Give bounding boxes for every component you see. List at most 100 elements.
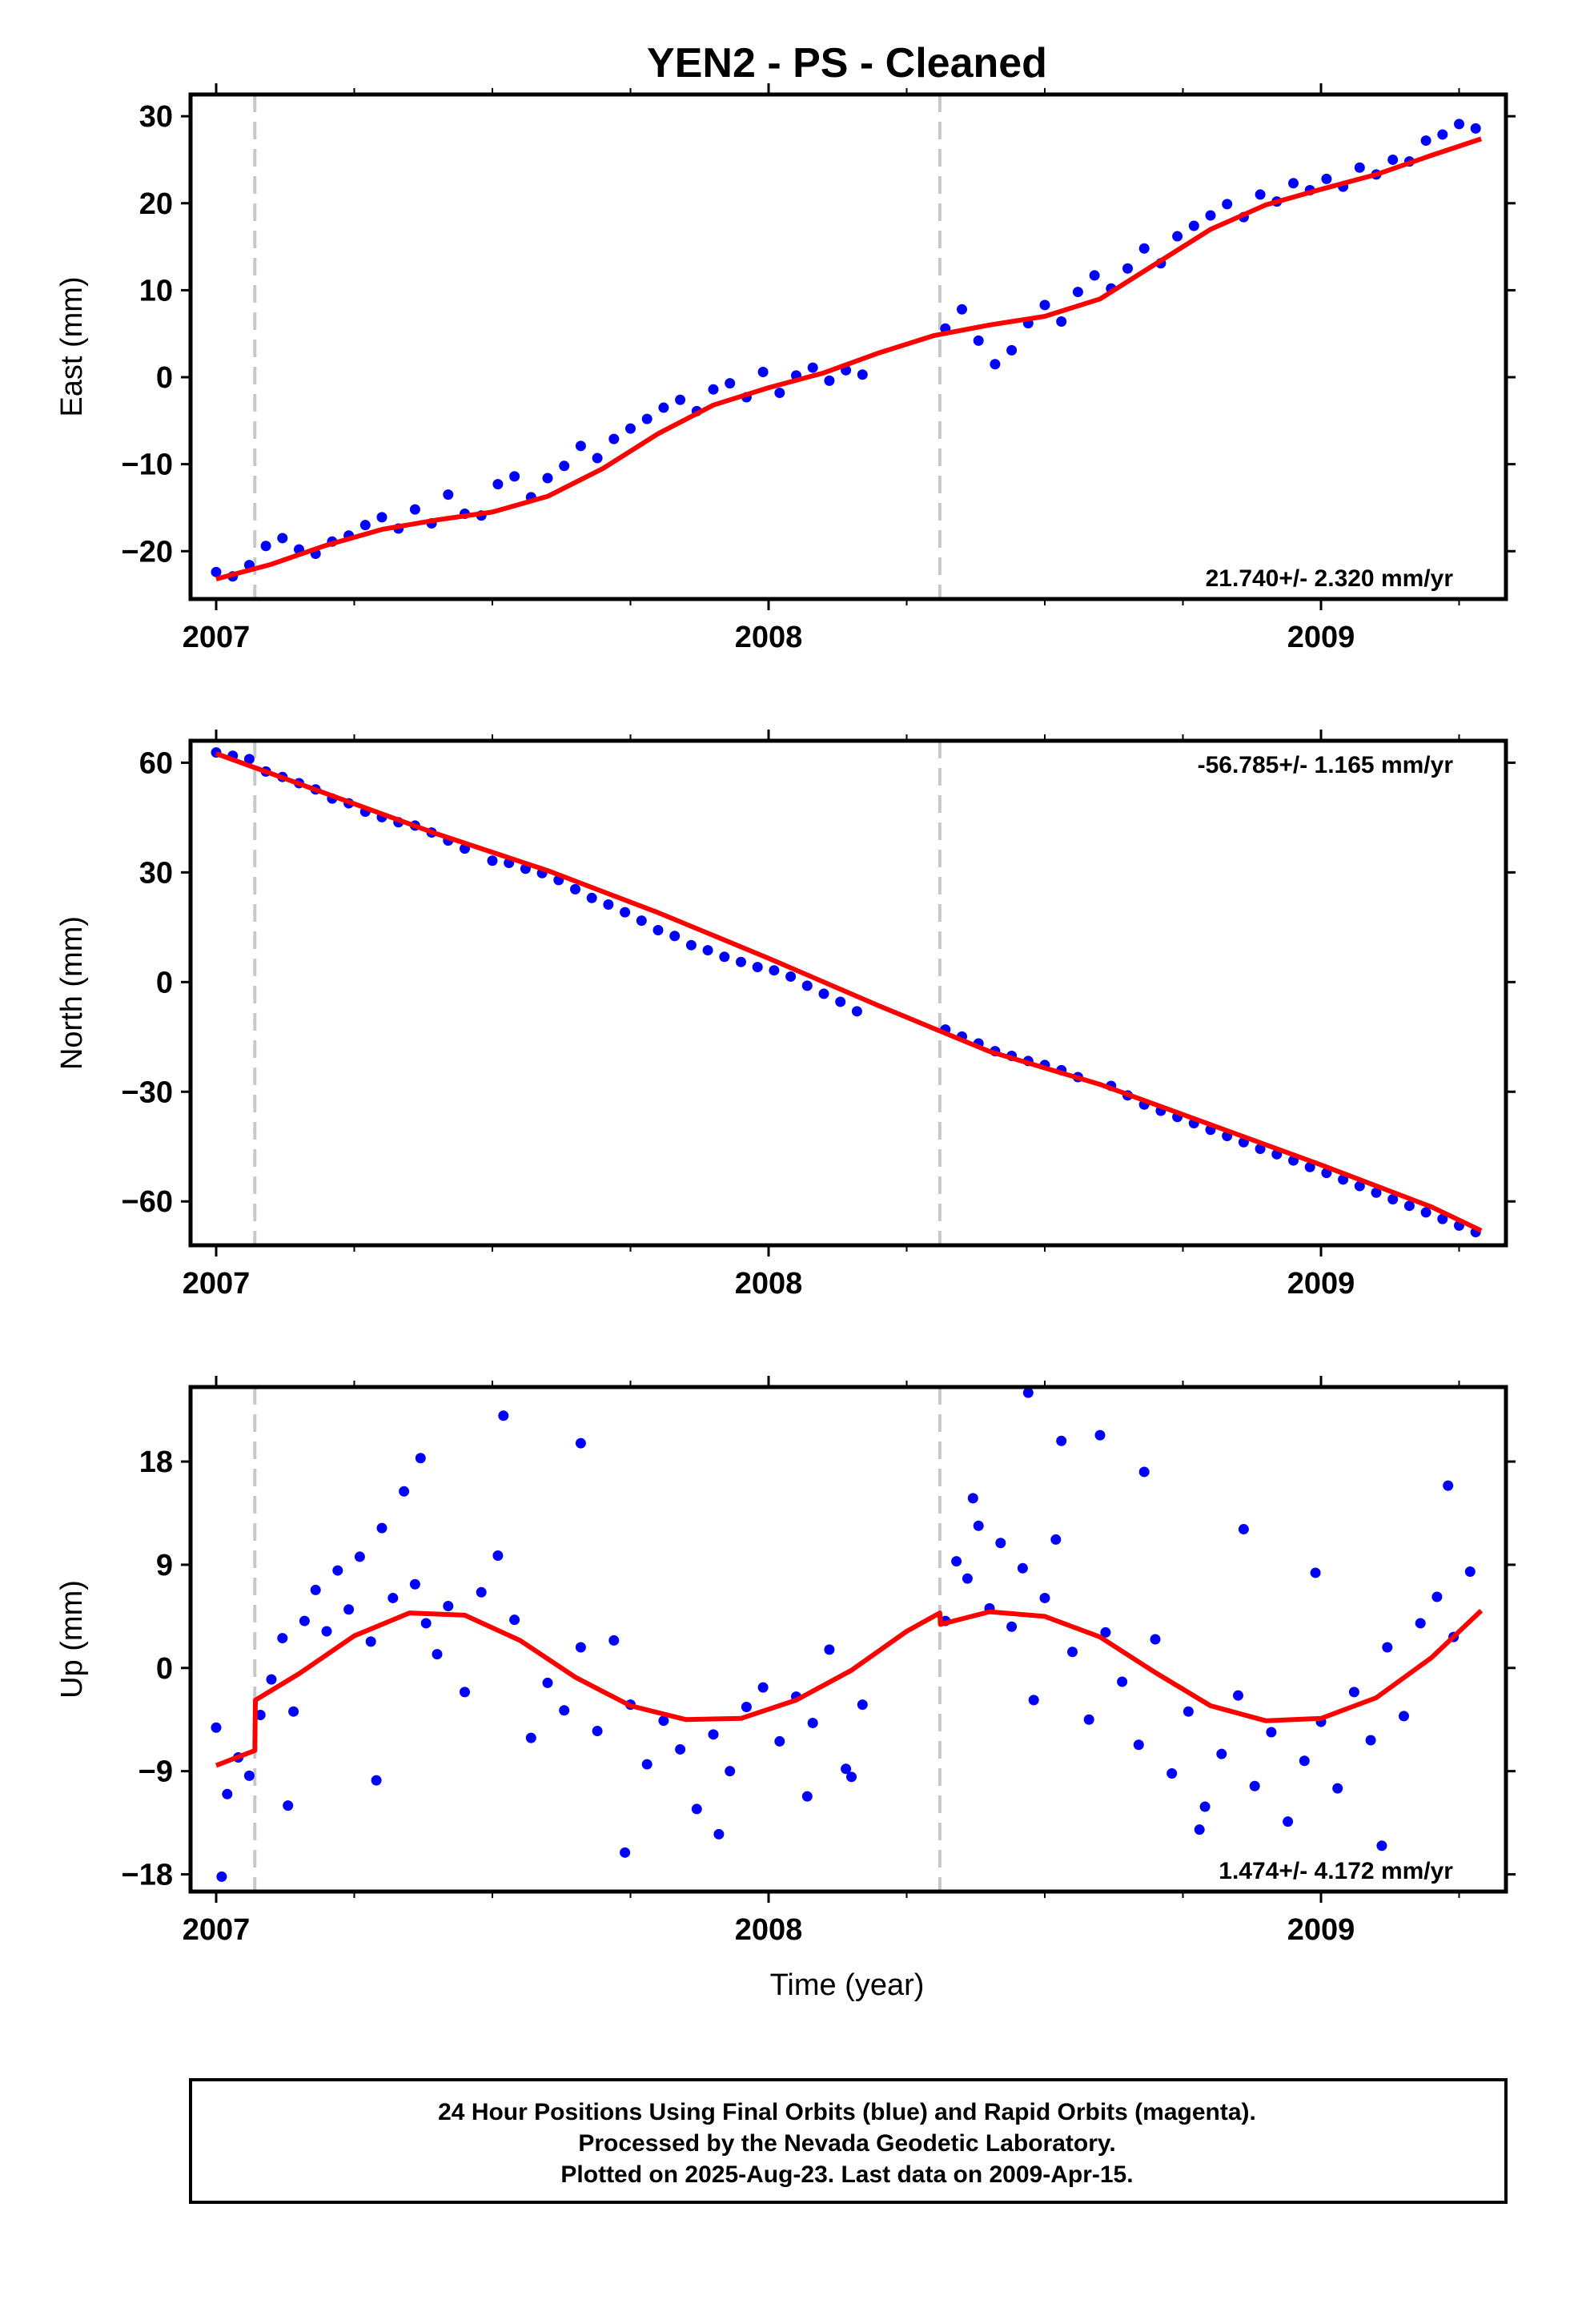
up-data-point bbox=[476, 1586, 487, 1598]
east-data-point bbox=[1122, 263, 1133, 274]
up-ytick-label: −18 bbox=[122, 1859, 173, 1892]
up-data-point bbox=[575, 1437, 586, 1449]
up-data-point bbox=[741, 1701, 752, 1712]
east-data-point bbox=[725, 378, 736, 389]
up-data-point bbox=[542, 1677, 553, 1688]
east-rate-label: 21.740+/- 2.320 mm/yr bbox=[1206, 565, 1454, 592]
east-data-point bbox=[857, 369, 868, 380]
north-data-point bbox=[736, 956, 746, 967]
up-data-point bbox=[846, 1771, 857, 1783]
up-data-point bbox=[415, 1453, 426, 1464]
up-data-point bbox=[1332, 1783, 1343, 1794]
east-data-point bbox=[211, 566, 222, 577]
up-data-point bbox=[1138, 1466, 1150, 1478]
up-data-point bbox=[432, 1649, 443, 1660]
north-data-point bbox=[636, 915, 647, 927]
east-data-point bbox=[1321, 173, 1332, 184]
up-data-point bbox=[1117, 1676, 1128, 1687]
up-data-point bbox=[962, 1573, 973, 1584]
up-data-point bbox=[1266, 1727, 1277, 1738]
up-ytick-label: −9 bbox=[139, 1755, 173, 1789]
north-ytick-label: 60 bbox=[139, 746, 173, 780]
up-data-point bbox=[1133, 1739, 1144, 1751]
up-data-point bbox=[321, 1626, 332, 1637]
north-model-curve bbox=[215, 751, 1483, 1233]
up-data-point bbox=[492, 1550, 504, 1561]
up-data-point bbox=[376, 1522, 387, 1534]
north-ytick-label: 30 bbox=[139, 856, 173, 890]
up-data-point bbox=[1182, 1706, 1194, 1717]
up-data-point bbox=[310, 1584, 321, 1595]
up-data-point bbox=[443, 1600, 454, 1611]
east-data-point bbox=[774, 388, 785, 399]
north-data-point bbox=[1403, 1200, 1415, 1212]
east-data-point bbox=[1056, 316, 1067, 327]
up-ylabel: Up (mm) bbox=[55, 1580, 89, 1699]
east-ylabel: East (mm) bbox=[55, 276, 89, 416]
up-ytick-label: 9 bbox=[156, 1549, 173, 1582]
up-data-point bbox=[620, 1847, 631, 1858]
north-frame bbox=[188, 738, 1508, 1248]
up-data-point bbox=[409, 1578, 420, 1590]
up-data-point bbox=[343, 1604, 355, 1615]
up-data-point bbox=[1028, 1695, 1039, 1706]
north-ylabel: North (mm) bbox=[55, 916, 89, 1070]
east-data-point bbox=[542, 472, 553, 484]
up-data-point bbox=[1100, 1626, 1111, 1638]
footer-box bbox=[189, 2078, 1508, 2204]
east-data-point bbox=[1188, 220, 1199, 231]
up-data-point bbox=[387, 1592, 399, 1603]
up-data-point bbox=[525, 1732, 536, 1743]
east-data-point bbox=[658, 402, 669, 413]
east-ytick-label: −20 bbox=[122, 535, 173, 569]
up-data-point bbox=[1310, 1567, 1321, 1578]
north-data-point bbox=[487, 855, 498, 866]
up-data-point bbox=[288, 1706, 299, 1717]
east-model-curve bbox=[215, 136, 1483, 581]
up-data-point bbox=[1283, 1816, 1294, 1827]
east-data-point bbox=[592, 452, 603, 464]
east-ytick-label: −10 bbox=[122, 448, 173, 482]
north-data-point bbox=[1354, 1180, 1365, 1192]
up-rate-label: 1.474+/- 4.172 mm/yr bbox=[1219, 1858, 1453, 1884]
north-data-point bbox=[685, 939, 697, 951]
north-data-point bbox=[769, 965, 780, 976]
east-data-point bbox=[641, 413, 652, 424]
up-data-point bbox=[841, 1763, 852, 1775]
up-data-point bbox=[399, 1486, 410, 1497]
east-data-point bbox=[1205, 210, 1216, 221]
up-data-point bbox=[255, 1710, 266, 1720]
north-data-point bbox=[243, 754, 255, 765]
east-data-point bbox=[1172, 231, 1183, 242]
up-data-point bbox=[1216, 1748, 1227, 1759]
north-data-point bbox=[669, 931, 681, 942]
east-data-point bbox=[559, 460, 570, 472]
north-data-point bbox=[1420, 1207, 1431, 1218]
north-data-point bbox=[1371, 1187, 1382, 1198]
up-data-point bbox=[1056, 1435, 1067, 1446]
up-data-point bbox=[691, 1803, 702, 1815]
up-data-point bbox=[973, 1520, 984, 1531]
north-data-point bbox=[620, 907, 631, 918]
north-data-point bbox=[851, 1006, 862, 1017]
north-data-point bbox=[652, 924, 664, 935]
east-data-point bbox=[1138, 243, 1150, 254]
up-xtick-label: 2007 bbox=[183, 1913, 251, 1947]
up-data-point bbox=[995, 1538, 1006, 1549]
east-data-point bbox=[990, 359, 1001, 370]
up-data-point bbox=[774, 1735, 785, 1747]
east-data-point bbox=[1470, 123, 1481, 134]
north-panel: −60 −30 0 30 60 2007 2008 2009 North (mm) -56.785… bbox=[55, 730, 1516, 1301]
east-xtick-label: 2007 bbox=[183, 621, 251, 654]
east-data-point bbox=[824, 375, 835, 386]
north-data-point bbox=[785, 971, 797, 982]
up-data-point bbox=[608, 1634, 620, 1646]
east-data-point bbox=[1006, 344, 1018, 356]
east-ytick-label: 20 bbox=[139, 187, 173, 221]
up-frame bbox=[188, 1385, 1508, 1894]
up-data-point bbox=[509, 1614, 520, 1626]
east-data-point bbox=[1437, 129, 1448, 140]
up-data-point bbox=[1415, 1618, 1426, 1629]
east-data-point bbox=[1420, 135, 1431, 147]
